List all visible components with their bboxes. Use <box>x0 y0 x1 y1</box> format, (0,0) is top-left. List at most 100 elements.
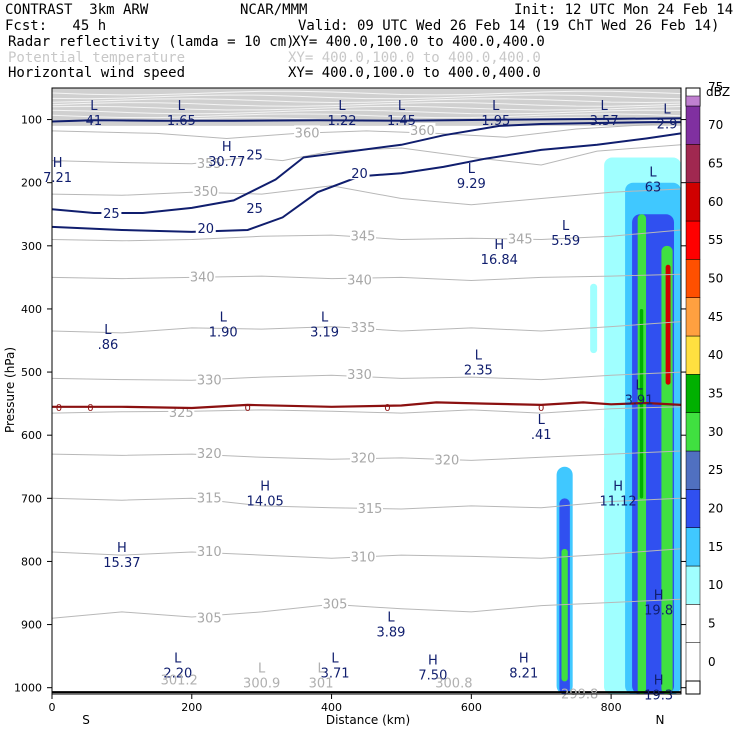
theta-label-bg <box>189 269 216 284</box>
extremum-type: L <box>331 651 339 666</box>
theta-line-350 <box>52 185 681 206</box>
upper-theta-line <box>52 105 681 111</box>
y-tick-label: 100 <box>21 114 42 127</box>
extremum-value: 63 <box>645 180 662 195</box>
extremum-type: L <box>468 162 476 177</box>
extremum-value: 8.21 <box>509 666 538 681</box>
extremum-value: 5.59 <box>551 234 580 249</box>
extremum-value: 11.12 <box>599 495 636 510</box>
colorbar-swatch-50 <box>685 259 701 298</box>
colorbar-label: 25 <box>708 463 723 477</box>
field-wind: Horizontal wind speed <box>8 65 186 81</box>
reflectivity-cell <box>561 548 568 682</box>
extremum-type: H <box>53 156 63 171</box>
extremum-type: L <box>387 610 395 625</box>
colorbar-unit: dBZ <box>706 85 730 99</box>
x-end-label-north: N <box>656 713 665 727</box>
colorbar-swatch-20 <box>685 489 701 528</box>
extremum-type: L <box>174 651 182 666</box>
field-reflectivity-xy: XY= 400.0,100.0 to 400.0,400.0 <box>292 34 545 50</box>
extremum-type: H <box>654 674 664 689</box>
theta-label: 320 <box>351 452 376 467</box>
colorbar-label: 0 <box>708 655 716 669</box>
extremum-type: H <box>654 588 664 603</box>
plot-area <box>52 88 681 694</box>
theta-label: 325 <box>169 406 194 421</box>
zero-contour-label: 0 <box>87 403 93 414</box>
field-theta: Potential temperature <box>8 50 186 66</box>
extremum-value: 1.65 <box>167 114 196 129</box>
theta-label: 345 <box>508 233 533 248</box>
plot-background <box>52 88 681 694</box>
theta-label: 340 <box>347 274 372 289</box>
x-tick-label: 400 <box>321 701 342 714</box>
theta-label: 360 <box>410 124 435 139</box>
extremum-type: L <box>635 379 643 394</box>
extremum-value: 9.29 <box>457 177 486 192</box>
theta-label: 315 <box>358 502 383 517</box>
theta-label: 335 <box>351 321 376 336</box>
colorbar-label: 65 <box>708 157 723 171</box>
extremum-value: 30.77 <box>208 155 245 170</box>
theta-label-bg <box>346 367 373 382</box>
model-title: CONTRAST 3km ARW <box>5 2 149 18</box>
theta-label-bg <box>196 155 223 170</box>
x-tick-label: 600 <box>461 701 482 714</box>
x-axis-label: Distance (km) <box>326 713 410 727</box>
extremum-value: 19.8 <box>644 603 673 618</box>
colorbar-label: 15 <box>708 540 723 554</box>
theta-label: 340 <box>190 270 215 285</box>
colorbar-swatch-25 <box>685 450 701 490</box>
extremum-type: L <box>90 99 98 114</box>
theta-label-bg <box>409 122 436 137</box>
wind-line-25-1 <box>52 121 681 214</box>
zero-contour-label: 0 <box>538 403 544 414</box>
theta-extremum-value: 299.8 <box>561 687 598 702</box>
theta-label-bg <box>196 543 223 558</box>
theta-label: 310 <box>197 545 222 560</box>
theta-extremum-value: 301 <box>309 677 334 692</box>
extremum-value: 7.50 <box>418 668 447 683</box>
extremum-value: 1.22 <box>328 114 357 129</box>
y-tick-label: 300 <box>21 240 42 253</box>
theta-label: 310 <box>351 551 376 566</box>
zero-contour-line <box>52 401 681 410</box>
extremum-type: H <box>613 480 623 495</box>
org-label: NCAR/MMM <box>240 2 308 18</box>
colorbar-label: 55 <box>708 233 723 247</box>
wind-label-bg <box>349 165 370 180</box>
y-axis-label: Pressure (hPa) <box>3 347 17 433</box>
theta-extremum-value: 300.8 <box>435 677 472 692</box>
extremum-value: 3.91 <box>625 394 654 409</box>
zero-contour: 0 0 0 0 0 <box>52 401 681 414</box>
y-tick-label: 400 <box>21 303 42 316</box>
theta-label-bg <box>356 501 383 516</box>
extrema-labels: L41L1.65L1.22L1.45L1.95L3.57L2.9H30.77H7… <box>43 99 677 703</box>
x-tick-label: 200 <box>181 701 202 714</box>
extremum-type: H <box>494 238 504 253</box>
theta-line-355 <box>52 144 681 166</box>
theta-line-325 <box>52 406 681 414</box>
theta-line-360 <box>52 122 681 140</box>
theta-label-bg <box>192 184 219 199</box>
colorbar-swatch-30 <box>685 412 701 452</box>
reflectivity-cell <box>590 283 598 354</box>
field-reflectivity: Radar reflectivity (lamda = 10 cm) <box>8 34 295 50</box>
wind-label-bg <box>195 220 216 235</box>
extremum-value: 16.84 <box>481 253 518 268</box>
colorbar-swatch-75 <box>685 95 701 107</box>
theta-label-bg <box>507 231 534 246</box>
y-tick-label: 900 <box>21 619 42 632</box>
colorbar-swatch-65 <box>685 144 701 183</box>
colorbar-label: 60 <box>708 195 723 209</box>
extremum-value: 19.3 <box>644 689 673 704</box>
init-label: Init: 12 UTC Mon 24 Feb 14 <box>514 2 734 18</box>
theta-label: 315 <box>197 491 222 506</box>
theta-label-bg <box>433 452 460 467</box>
extremum-type: L <box>178 99 186 114</box>
extremum-type: H <box>222 140 232 155</box>
plot-frame <box>51 87 682 695</box>
theta-label: 345 <box>351 229 376 244</box>
wind-label: 20 <box>197 222 214 237</box>
